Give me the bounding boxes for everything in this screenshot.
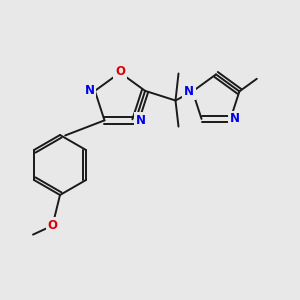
Text: N: N <box>230 112 240 125</box>
Text: N: N <box>184 85 194 98</box>
Text: N: N <box>85 84 94 97</box>
Text: O: O <box>47 219 58 232</box>
Text: O: O <box>115 64 125 78</box>
Text: N: N <box>136 114 146 127</box>
